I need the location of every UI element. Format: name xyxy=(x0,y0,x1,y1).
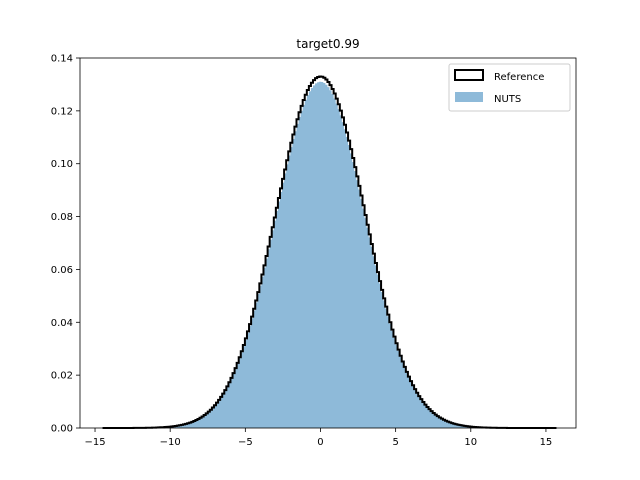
y-tick-label: 0.14 xyxy=(51,54,73,65)
x-axis: −15 −10 −5 0 5 10 15 xyxy=(84,428,552,448)
chart-title: target0.99 xyxy=(296,37,359,51)
plot-area xyxy=(102,75,557,429)
x-tick-label: 15 xyxy=(540,437,553,448)
y-tick-label: 0.10 xyxy=(51,159,73,170)
y-tick-label: 0.02 xyxy=(51,371,73,382)
legend-swatch-reference xyxy=(454,69,484,81)
legend-label-nuts: NUTS xyxy=(494,94,521,105)
x-tick-label: −10 xyxy=(160,437,181,448)
x-tick-label: −15 xyxy=(84,437,105,448)
y-tick-label: 0.06 xyxy=(51,265,73,276)
x-tick-label: 5 xyxy=(392,437,398,448)
x-tick-label: −5 xyxy=(238,437,253,448)
series-nuts-fill xyxy=(102,81,557,428)
series-reference-step xyxy=(102,75,557,429)
y-tick-label: 0.08 xyxy=(51,212,73,223)
y-tick-label: 0.04 xyxy=(51,318,73,329)
x-tick-label: 0 xyxy=(317,437,323,448)
y-tick-label: 0.00 xyxy=(51,424,73,435)
legend-label-reference: Reference xyxy=(494,72,544,83)
y-axis: 0.00 0.02 0.04 0.06 0.08 0.10 0.12 0.14 xyxy=(51,54,80,435)
legend: Reference NUTS xyxy=(448,63,571,112)
legend-swatch-nuts xyxy=(455,92,483,102)
plot-frame xyxy=(79,57,577,429)
y-tick-label: 0.12 xyxy=(51,106,73,117)
x-tick-label: 10 xyxy=(464,437,477,448)
